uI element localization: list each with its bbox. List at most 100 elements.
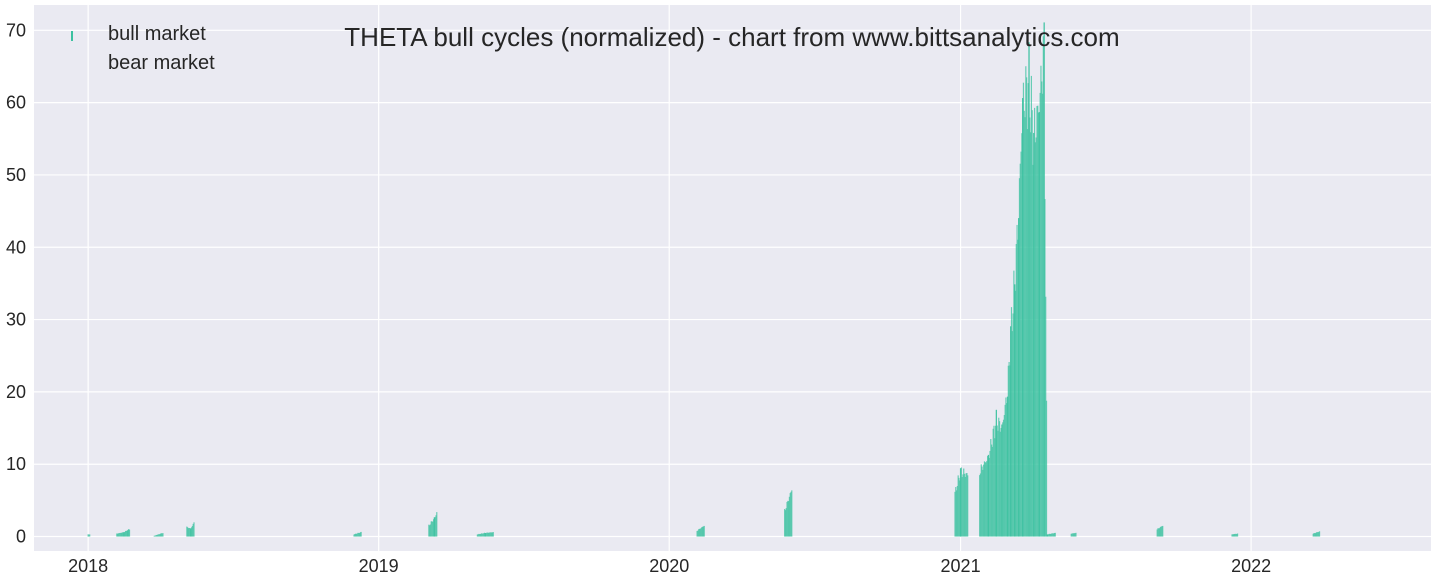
- bull-market-bar: [959, 480, 961, 537]
- bull-market-bar: [984, 462, 986, 537]
- bull-market-bar: [987, 454, 990, 537]
- bull-market-bar: [354, 533, 357, 537]
- bull-market-bar: [958, 477, 960, 537]
- bull-market-bar: [1000, 427, 1002, 537]
- legend-bull-label: bull market: [108, 23, 206, 45]
- bull-market-bar: [1004, 404, 1006, 537]
- bull-market-bar: [1016, 224, 1018, 537]
- bull-market-bar: [491, 532, 494, 537]
- bull-market-bar: [187, 527, 189, 537]
- bull-market-bar: [1033, 107, 1036, 537]
- bull-market-bar: [991, 446, 993, 537]
- bull-market-bar: [120, 532, 122, 537]
- bull-market-bar: [191, 525, 194, 537]
- bull-market-bar: [358, 532, 360, 537]
- bull-market-bar: [1003, 415, 1005, 537]
- bull-market-bar: [998, 421, 1001, 537]
- bull-market-bar: [1010, 326, 1012, 537]
- bull-market-bar: [155, 535, 158, 537]
- bull-market-bar: [1001, 424, 1003, 537]
- bull-market-bar: [128, 529, 130, 537]
- bull-market-bars: [87, 22, 1321, 537]
- chart-title: THETA bull cycles (normalized) - chart f…: [344, 22, 1119, 52]
- bull-market-bar: [1045, 400, 1048, 537]
- bull-market-bar: [1020, 151, 1022, 537]
- bull-market-bar: [476, 534, 478, 537]
- bull-market-bar: [492, 532, 494, 537]
- bull-market-bar: [360, 531, 362, 537]
- bull-market-bar: [480, 533, 482, 537]
- bull-market-bar: [1073, 533, 1075, 537]
- bull-market-bar: [1053, 533, 1055, 537]
- bull-market-bar: [1011, 331, 1013, 537]
- bull-market-bar: [1232, 534, 1235, 537]
- bull-market-bar: [186, 526, 188, 537]
- grid-lines: [34, 5, 1431, 551]
- bull-market-bar: [1316, 532, 1318, 537]
- y-tick-label: 40: [6, 237, 26, 257]
- bull-market-bar: [983, 461, 986, 537]
- bull-market-bar: [1236, 533, 1239, 537]
- bull-market-bar: [1002, 419, 1005, 537]
- bull-market-bar: [1049, 533, 1051, 537]
- bull-market-bar: [959, 468, 962, 537]
- bull-market-bar: [979, 473, 982, 537]
- bull-market-bar: [478, 533, 480, 537]
- bull-market-bar: [996, 425, 998, 537]
- bull-market-bar: [490, 532, 492, 537]
- x-tick-label: 2022: [1231, 556, 1271, 576]
- bull-market-bar: [355, 533, 357, 537]
- bull-market-bar: [1157, 528, 1159, 537]
- bull-market-bar: [88, 534, 90, 537]
- bull-market-bar: [353, 534, 355, 537]
- bull-market-bar: [784, 508, 786, 537]
- bull-market-bar: [482, 533, 484, 537]
- bull-market-bar: [786, 501, 788, 537]
- legend: bull market bear market: [71, 23, 215, 74]
- bull-market-bar: [1028, 42, 1030, 537]
- bull-market-bar: [1314, 533, 1317, 537]
- bull-market-bar: [189, 528, 191, 537]
- bull-market-bar: [698, 528, 701, 537]
- bull-market-bar: [1156, 529, 1158, 537]
- bull-market-bar: [1162, 525, 1164, 537]
- bull-market-bar: [1002, 422, 1004, 537]
- bull-market-bar: [998, 417, 1000, 537]
- bull-market-bar: [188, 528, 190, 537]
- bull-market-bar: [1042, 36, 1044, 537]
- bull-market-bar: [1050, 533, 1052, 537]
- y-tick-label: 50: [6, 165, 26, 185]
- bull-market-bar: [1234, 533, 1236, 537]
- bull-market-bar: [123, 532, 125, 537]
- bull-market-bar: [432, 521, 434, 537]
- bull-market-bar: [701, 527, 703, 537]
- bull-market-bar: [1075, 532, 1077, 537]
- bull-market-bar: [698, 529, 700, 537]
- bull-market-bar: [1039, 92, 1041, 537]
- plot-background: [34, 5, 1431, 551]
- bull-market-bar: [127, 529, 129, 537]
- bull-market-bar: [1024, 117, 1026, 537]
- bull-market-bar: [120, 532, 123, 537]
- bull-market-bar: [1034, 142, 1036, 537]
- bull-market-bar: [354, 534, 356, 537]
- bull-market-bar: [158, 534, 160, 537]
- y-tick-label: 60: [6, 93, 26, 113]
- bull-market-bar: [432, 519, 435, 537]
- bull-market-bar: [989, 450, 991, 537]
- bull-market-bar: [87, 534, 89, 537]
- bull-market-bar: [161, 533, 163, 537]
- legend-bull-swatch: [71, 31, 73, 41]
- bull-market-bar: [1232, 534, 1234, 537]
- bull-market-bar: [430, 521, 432, 537]
- legend-bear-label: bear market: [108, 52, 215, 74]
- bull-market-bar: [1233, 534, 1235, 537]
- bull-market-bar: [993, 425, 995, 537]
- bull-market-bar: [961, 477, 963, 537]
- bull-market-bar: [982, 469, 984, 537]
- bull-market-bar: [963, 473, 966, 537]
- bull-market-bar: [788, 501, 790, 537]
- bull-market-bar: [963, 468, 965, 537]
- bull-market-bar: [962, 474, 964, 537]
